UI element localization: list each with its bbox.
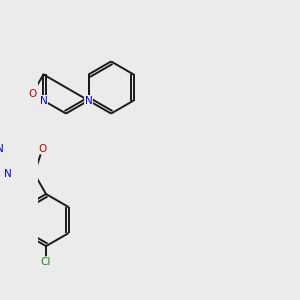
Text: N: N	[85, 95, 92, 106]
Text: N: N	[40, 95, 47, 106]
Text: N: N	[0, 144, 4, 154]
Text: N: N	[4, 169, 12, 179]
Text: O: O	[28, 88, 37, 99]
Text: Cl: Cl	[41, 257, 51, 267]
Text: O: O	[38, 144, 46, 154]
